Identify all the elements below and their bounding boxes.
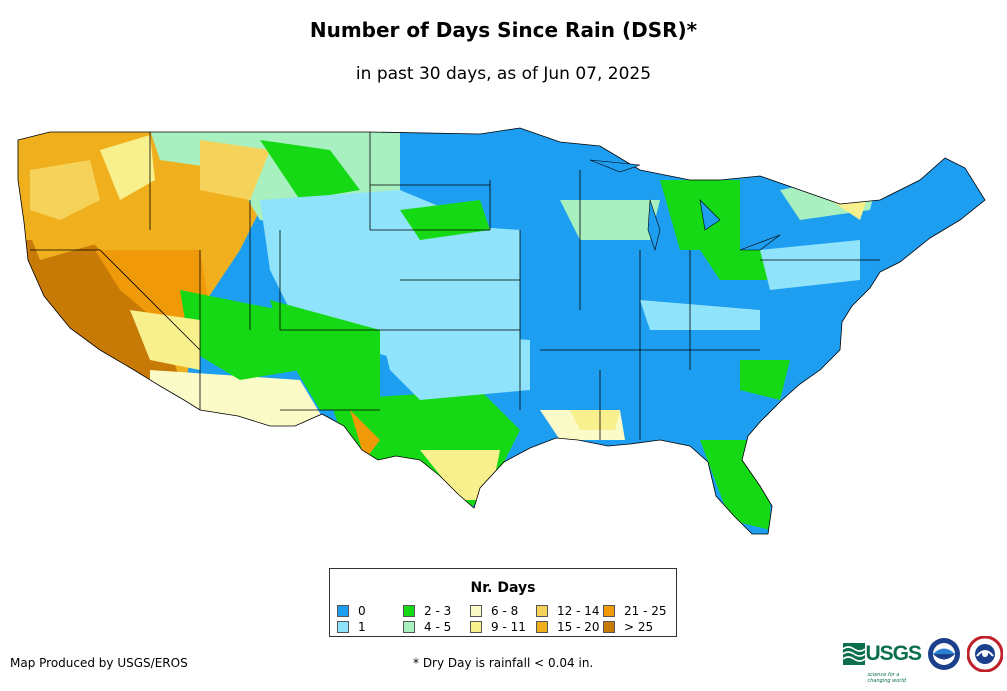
usgs-wave-icon xyxy=(843,643,866,665)
legend-item-2: 2 - 3 xyxy=(403,604,451,618)
legend-item-0: 0 xyxy=(337,604,366,618)
legend-label: 6 - 8 xyxy=(491,604,519,618)
us-dsr-map xyxy=(17,127,986,535)
legend-swatch xyxy=(403,621,415,633)
usgs-tagline: science for a changing world xyxy=(867,672,906,684)
legend-label: 15 - 20 xyxy=(557,620,600,634)
usgs-wordmark: USGS xyxy=(865,642,922,665)
legend-label: 1 xyxy=(358,620,366,634)
map-title: Number of Days Since Rain (DSR)* xyxy=(309,18,698,42)
great-lakes xyxy=(589,159,781,252)
nws-logo-icon xyxy=(967,636,1003,672)
map-subtitle: in past 30 days, as of Jun 07, 2025 xyxy=(355,64,652,84)
legend-label: 4 - 5 xyxy=(424,620,452,634)
noaa-logo-icon xyxy=(928,638,960,670)
legend-label: 0 xyxy=(358,604,366,618)
legend-swatch xyxy=(536,605,548,617)
legend: Nr. Days 0 1 2 - 3 4 - 5 6 - 8 9 - 11 12… xyxy=(329,568,677,637)
legend-label: 12 - 14 xyxy=(557,604,600,618)
agency-logos: USGS science for a changing world xyxy=(843,636,1003,684)
legend-swatch xyxy=(470,621,482,633)
legend-label: 2 - 3 xyxy=(424,604,452,618)
legend-label: > 25 xyxy=(624,620,654,634)
usgs-logo: USGS science for a changing world xyxy=(843,642,922,684)
legend-item-1: 1 xyxy=(337,620,366,634)
legend-item-5: 9 - 11 xyxy=(470,620,526,634)
legend-item-8: 21 - 25 xyxy=(603,604,667,618)
legend-item-3: 4 - 5 xyxy=(403,620,451,634)
legend-swatch xyxy=(470,605,482,617)
legend-swatch xyxy=(603,621,615,633)
legend-item-4: 6 - 8 xyxy=(470,604,518,618)
legend-swatch xyxy=(536,621,548,633)
legend-swatch xyxy=(403,605,415,617)
legend-item-9: > 25 xyxy=(603,620,653,634)
legend-item-7: 15 - 20 xyxy=(536,620,600,634)
legend-swatch xyxy=(603,605,615,617)
state-boundaries xyxy=(17,127,986,535)
legend-label: 21 - 25 xyxy=(624,604,667,618)
legend-title: Nr. Days xyxy=(470,580,536,596)
legend-swatch xyxy=(337,605,349,617)
legend-swatch xyxy=(337,621,349,633)
legend-label: 9 - 11 xyxy=(491,620,526,634)
legend-item-6: 12 - 14 xyxy=(536,604,600,618)
map-credit: Map Produced by USGS/EROS xyxy=(10,656,188,670)
dry-day-footnote: * Dry Day is rainfall < 0.04 in. xyxy=(413,656,594,670)
